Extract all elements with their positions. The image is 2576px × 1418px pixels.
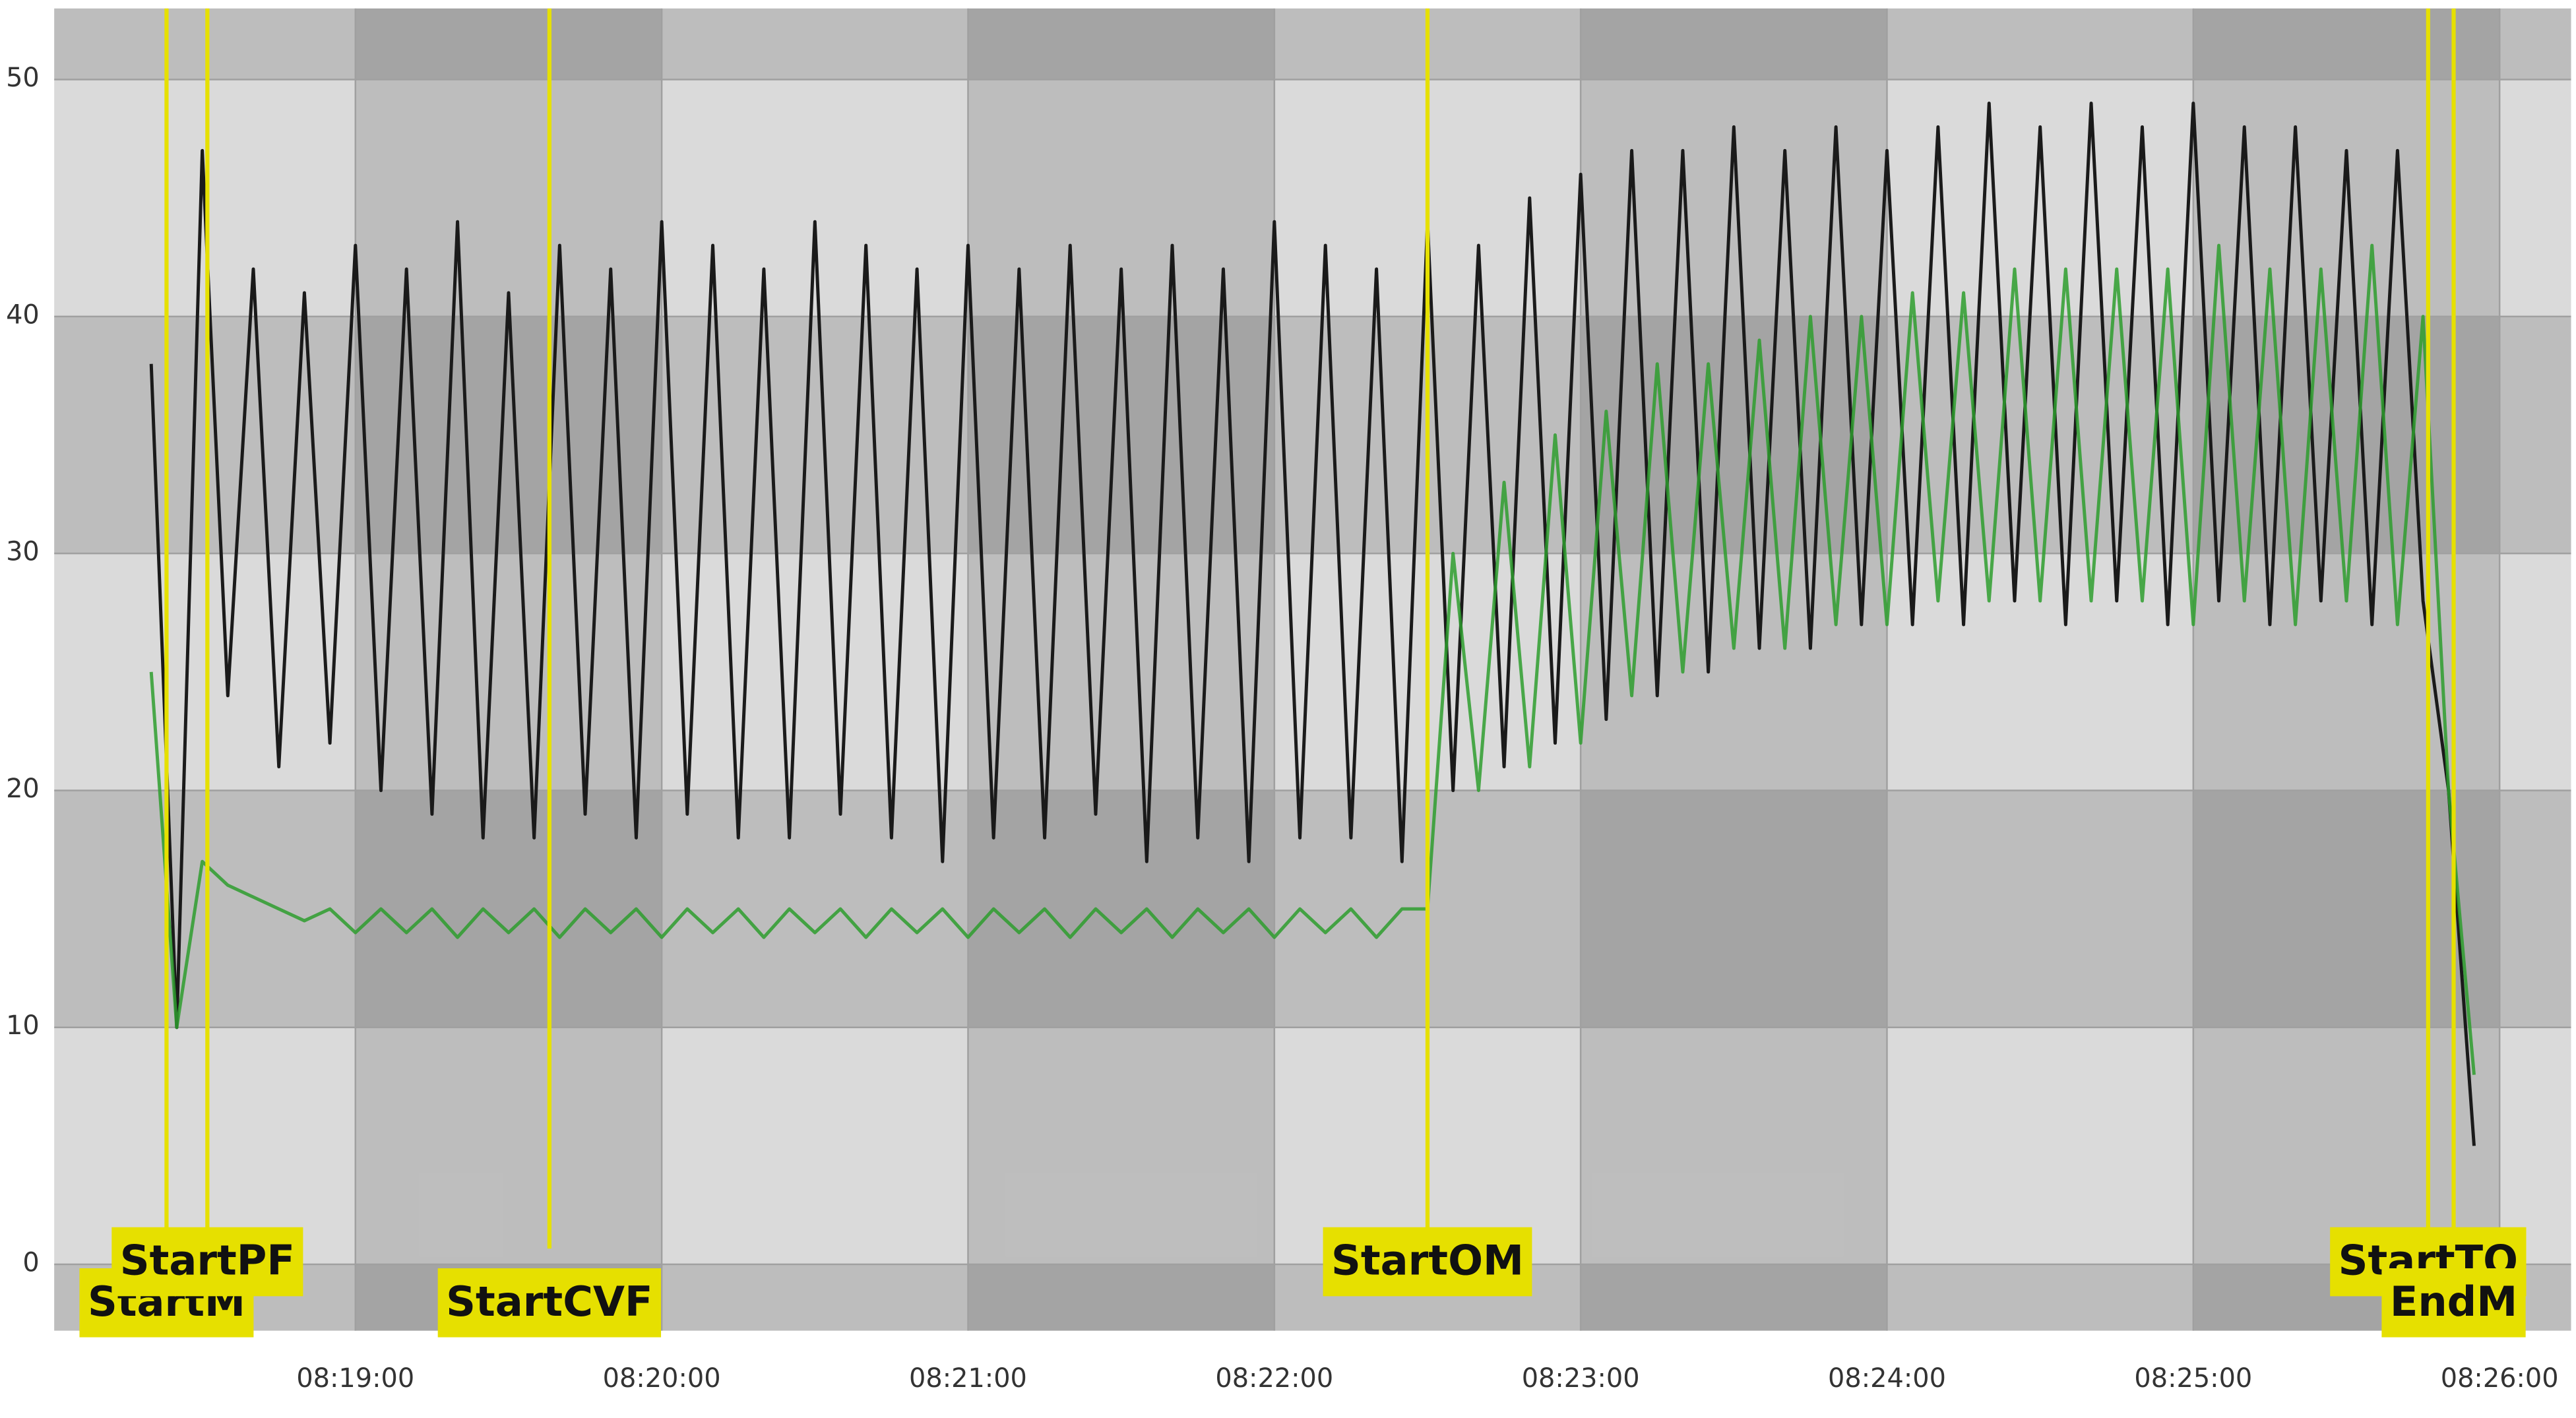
y-tick-label: 30	[6, 537, 40, 567]
y-tick-label: 10	[6, 1010, 40, 1041]
band	[54, 8, 2571, 80]
marker-label-box	[437, 1268, 662, 1338]
y-tick-label: 0	[22, 1248, 39, 1278]
x-tick-label: 08:22:00	[1215, 1363, 1333, 1394]
x-tick-label: 08:24:00	[1828, 1363, 1946, 1394]
x-tick-label: 08:19:00	[296, 1363, 414, 1394]
x-tick-label: 08:20:00	[603, 1363, 721, 1394]
marker-label-group: EndM	[2381, 1268, 2526, 1338]
marker-label: EndM	[2390, 1278, 2517, 1326]
marker-label-group: StartPF	[111, 1227, 303, 1297]
marker-label: StartOM	[1331, 1237, 1524, 1285]
band	[1581, 8, 1887, 1331]
band	[2193, 8, 2500, 1331]
y-tick-label: 40	[6, 299, 40, 330]
band	[355, 8, 662, 1331]
marker-label: StartCVF	[446, 1278, 652, 1326]
x-tick-label: 08:23:00	[1522, 1363, 1640, 1394]
x-tick-label: 08:21:00	[909, 1363, 1027, 1394]
y-tick-label: 20	[6, 774, 40, 804]
marker-label: StartPF	[120, 1237, 295, 1285]
series-line	[149, 102, 2476, 1146]
plot-area	[54, 8, 2571, 1331]
band	[968, 8, 1274, 1331]
x-tick-label: 08:25:00	[2134, 1363, 2252, 1394]
marker-label-box	[2381, 1268, 2526, 1338]
marker-label-box	[111, 1227, 303, 1297]
band	[54, 790, 2571, 1028]
series-line	[149, 243, 2476, 1075]
x-tick-label: 08:26:00	[2441, 1363, 2559, 1394]
marker-label-group: StartOM	[1323, 1227, 1532, 1297]
marker-label-box	[1323, 1227, 1532, 1297]
marker-label-group: StartCVF	[437, 1268, 662, 1338]
y-tick-label: 50	[6, 63, 40, 93]
